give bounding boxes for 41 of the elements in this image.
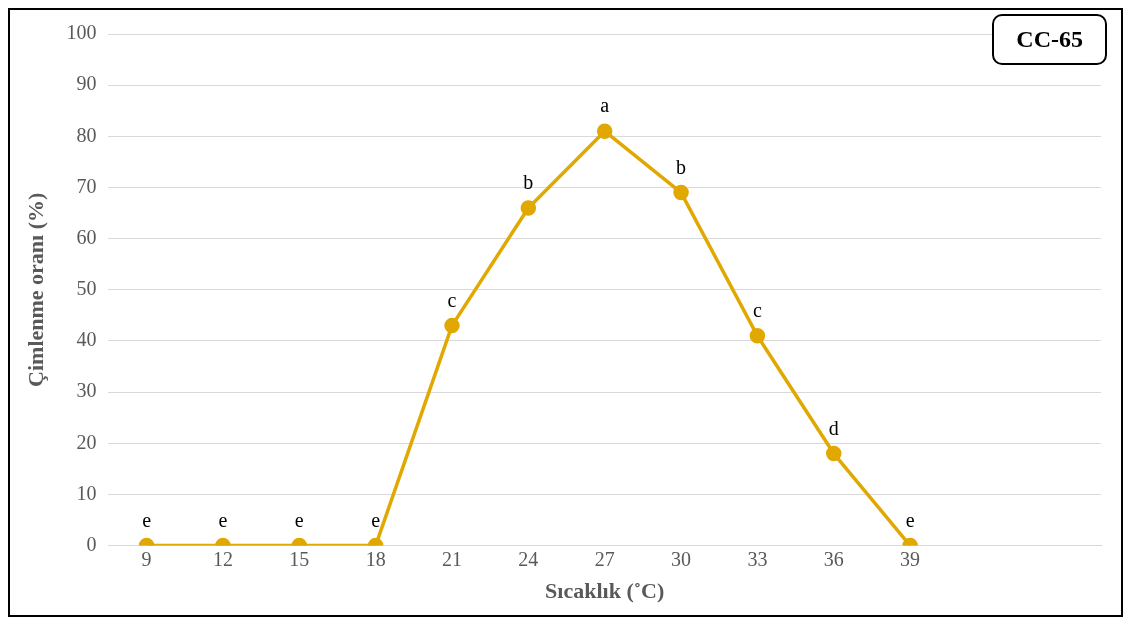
y-tick-label: 0 xyxy=(86,532,97,555)
y-tick-label: 60 xyxy=(76,225,97,248)
y-tick-label: 50 xyxy=(76,277,97,300)
annotation: b xyxy=(676,155,687,178)
point xyxy=(444,317,460,334)
x-tick-label: 33 xyxy=(747,547,768,570)
annotation: CC-65 xyxy=(992,14,1107,65)
annotation: c xyxy=(447,288,457,311)
annotation: e xyxy=(142,508,152,531)
point xyxy=(596,123,613,139)
point xyxy=(673,184,689,201)
x-tick-label: 27 xyxy=(594,547,615,570)
y-tick-label: 30 xyxy=(76,379,97,402)
x-axis-title: Sıcaklık (˚C) xyxy=(545,578,665,604)
x-tick-label: 9 xyxy=(141,547,152,570)
point xyxy=(749,328,766,344)
annotation: c xyxy=(752,299,762,322)
x-tick-label: 24 xyxy=(518,547,539,570)
y-tick-label: 70 xyxy=(76,174,97,197)
annotation: e xyxy=(371,508,381,531)
x-tick-label: 18 xyxy=(365,547,386,570)
annotation: a xyxy=(600,94,610,117)
x-tick-label: 39 xyxy=(900,547,921,570)
x-tick-label: 21 xyxy=(441,547,462,570)
x-tick-label: 30 xyxy=(671,547,692,570)
annotation: b xyxy=(523,171,534,194)
y-axis-title: Çimlenme oranı (%) xyxy=(22,192,48,387)
y-tick-label: 40 xyxy=(76,328,97,351)
x-tick-label: 12 xyxy=(212,547,233,570)
annotation: e xyxy=(218,508,228,531)
x-tick-label: 36 xyxy=(823,547,844,570)
y-tick-label: 100 xyxy=(66,21,97,44)
annotation: e xyxy=(905,508,915,531)
annotation: d xyxy=(828,416,839,439)
y-tick-label: 20 xyxy=(76,430,97,453)
y-tick-label: 80 xyxy=(76,123,97,146)
y-tick-label: 90 xyxy=(76,72,97,95)
x-tick-label: 15 xyxy=(289,547,310,570)
y-tick-label: 10 xyxy=(76,481,97,504)
annotation: e xyxy=(294,508,304,531)
point xyxy=(520,200,537,216)
